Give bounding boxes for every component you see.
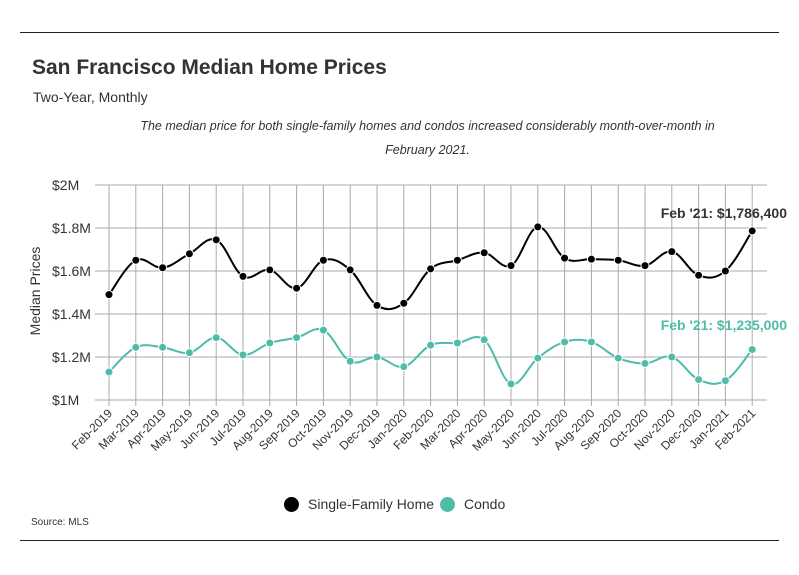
condo-point: [131, 342, 141, 352]
condo-point: [426, 340, 436, 350]
x-axis-ticks: Feb-2019Mar-2019Apr-2019May-2019Jun-2019…: [69, 406, 759, 454]
y-axis-ticks: $2M $1.8M $1.6M $1.4M $1.2M $1M: [52, 177, 91, 408]
condo-point: [265, 338, 275, 348]
condo-point: [238, 350, 248, 360]
single-family-point: [345, 265, 355, 275]
condo-point: [720, 376, 730, 386]
single-family-point: [238, 271, 248, 281]
single-family-point: [372, 300, 382, 310]
single-family-point: [104, 290, 114, 300]
chart-note-line-1: The median price for both single-family …: [140, 119, 715, 133]
legend-label-single-family: Single-Family Home: [308, 496, 435, 512]
condo-point: [667, 352, 677, 362]
y-tick-label: $1.4M: [52, 306, 91, 322]
legend-marker-condo: [440, 496, 455, 512]
condo-point: [292, 333, 302, 343]
single-family-point: [265, 265, 275, 275]
single-family-point: [292, 283, 302, 293]
single-family-point: [533, 222, 543, 232]
single-family-point: [452, 255, 462, 265]
single-family-point: [131, 255, 141, 265]
single-family-point: [640, 261, 650, 271]
condo-point: [345, 356, 355, 366]
condo-point: [479, 335, 489, 345]
chart-title: San Francisco Median Home Prices: [32, 56, 387, 79]
single-family-point: [184, 249, 194, 259]
condo-point: [318, 325, 328, 335]
condo-point: [184, 348, 194, 358]
single-family-point: [318, 255, 328, 265]
condo-point: [533, 353, 543, 363]
condo-end-label: Feb '21: $1,235,000: [661, 317, 788, 333]
single-family-point: [426, 264, 436, 274]
condo-point: [506, 379, 516, 389]
condo-point: [399, 362, 409, 372]
single-family-point: [506, 261, 516, 271]
single-family-point: [211, 235, 221, 245]
single-family-point: [399, 298, 409, 308]
condo-point: [613, 353, 623, 363]
single-family-point: [720, 266, 730, 276]
condo-point: [640, 358, 650, 368]
single-family-point: [747, 226, 757, 236]
legend-label-condo: Condo: [464, 496, 506, 512]
series: [104, 222, 757, 389]
condo-point: [747, 344, 757, 354]
single-family-point: [158, 263, 168, 273]
y-tick-label: $1.2M: [52, 349, 91, 365]
single-family-end-label: Feb '21: $1,786,400: [661, 205, 788, 221]
y-tick-label: $2M: [52, 177, 79, 193]
single-family-point: [560, 253, 570, 263]
legend: Single-Family Home Condo: [0, 493, 799, 515]
single-family-point: [667, 247, 677, 257]
y-tick-label: $1.6M: [52, 263, 91, 279]
condo-point: [586, 337, 596, 347]
y-axis-label: Median Prices: [27, 247, 43, 336]
single-family-point: [586, 254, 596, 264]
condo-point: [211, 333, 221, 343]
chart-subtitle: Two-Year, Monthly: [33, 89, 148, 105]
chart-note-line-2: February 2021.: [385, 143, 470, 157]
condo-point: [158, 342, 168, 352]
legend-marker-single-family: [284, 496, 299, 512]
single-family-point: [613, 255, 623, 265]
condo-point: [104, 367, 114, 377]
legend-item-single-family: Single-Family Home: [284, 493, 434, 515]
condo-point: [372, 352, 382, 362]
end-labels: Feb '21: $1,786,400 Feb '21: $1,235,000: [661, 205, 788, 333]
top-rule: [20, 32, 779, 33]
condo-point: [694, 375, 704, 385]
bottom-rule: [20, 540, 779, 541]
single-family-point: [479, 248, 489, 258]
source-note: Source: MLS: [31, 517, 89, 528]
condo-point: [560, 337, 570, 347]
y-tick-label: $1M: [52, 392, 79, 408]
y-tick-label: $1.8M: [52, 220, 91, 236]
single-family-point: [694, 270, 704, 280]
legend-item-condo: Condo: [440, 493, 505, 515]
condo-point: [452, 338, 462, 348]
